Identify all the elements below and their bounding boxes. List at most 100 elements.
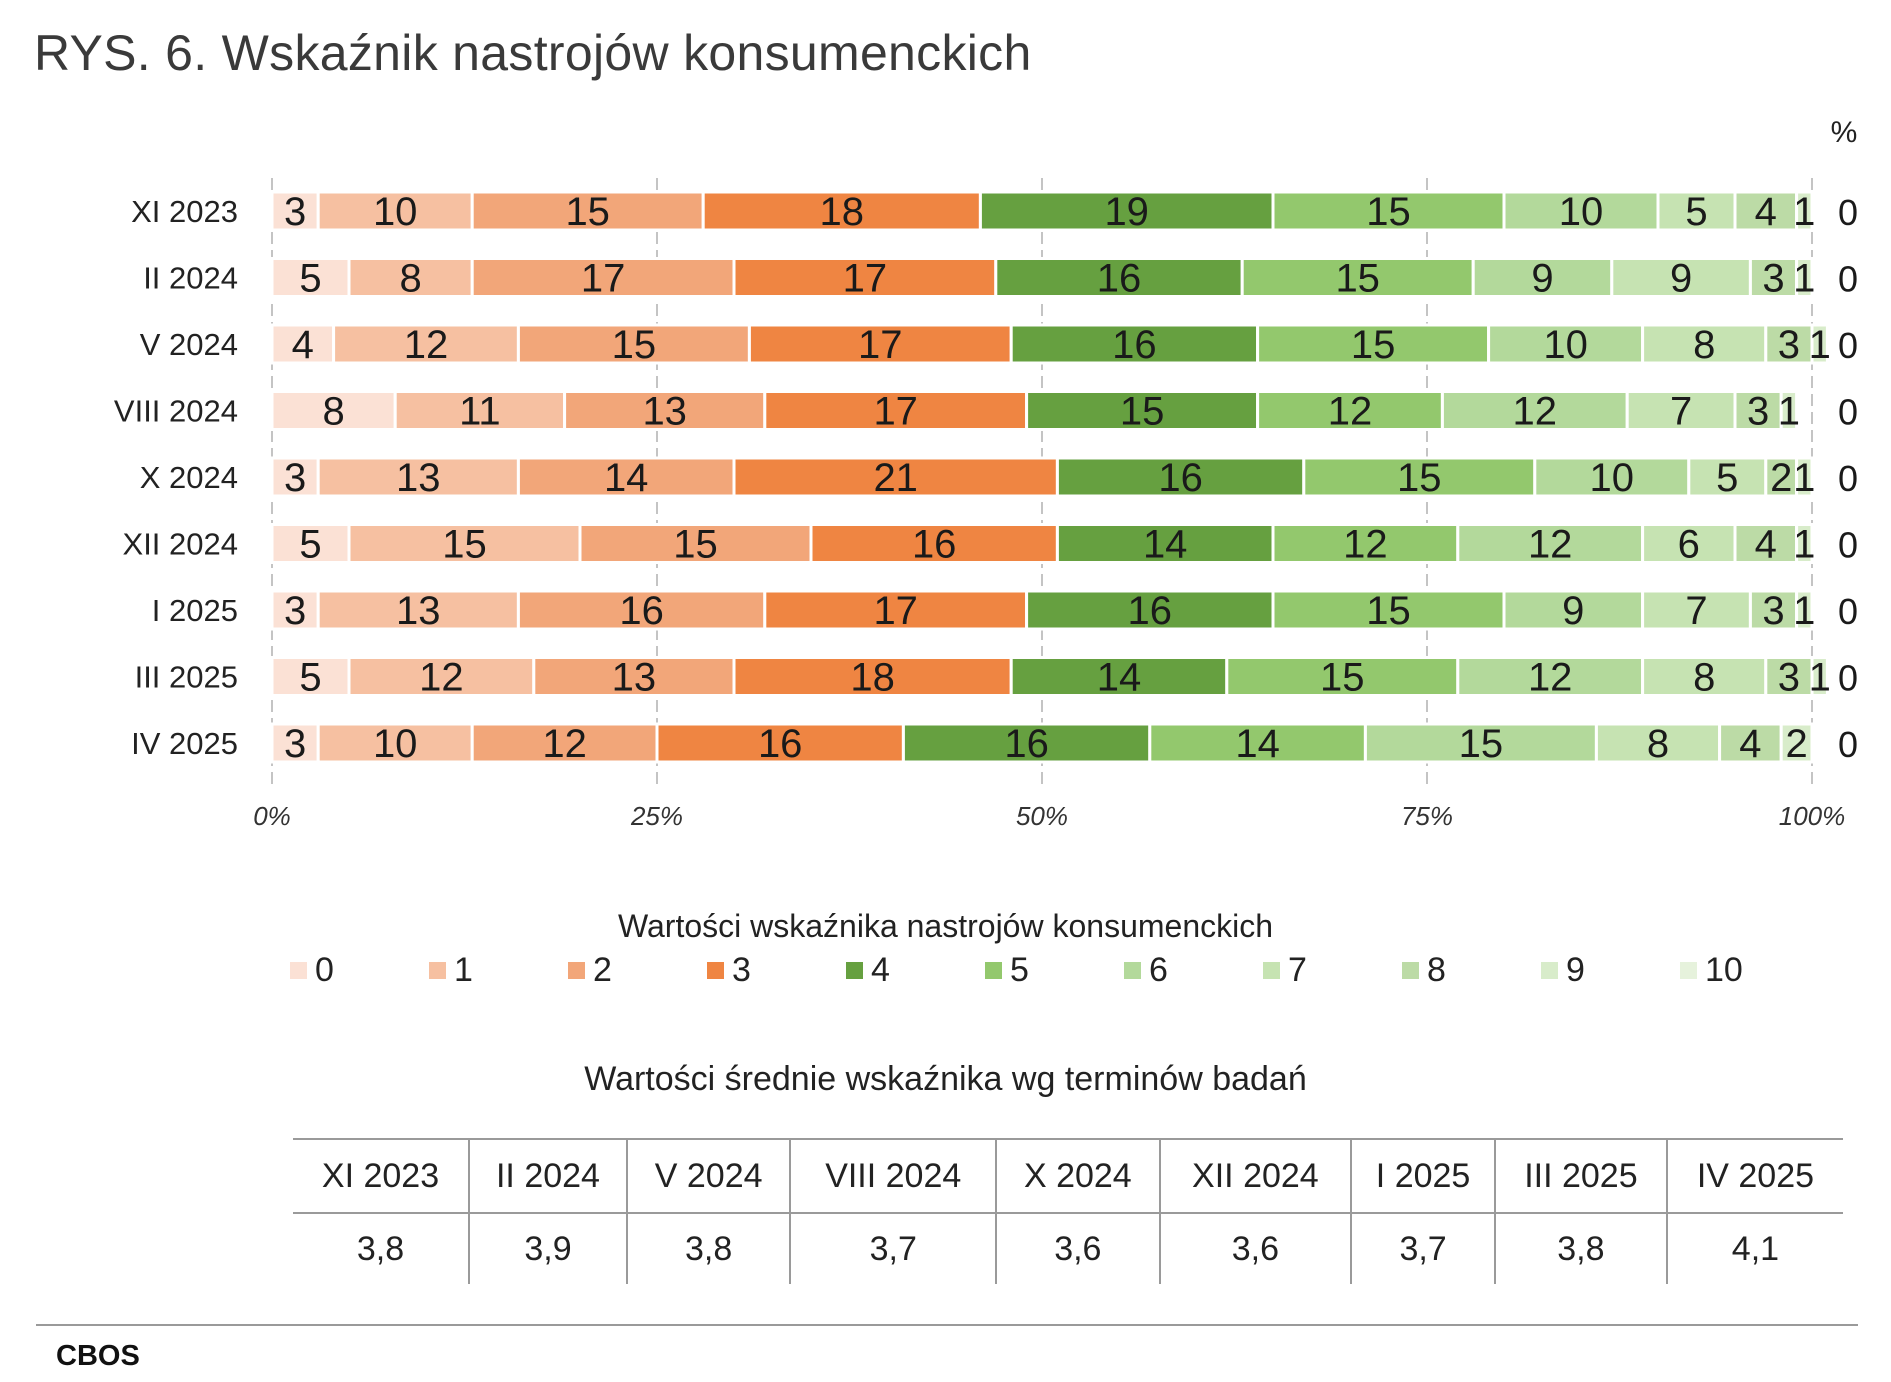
table-value-cell: 3,8 bbox=[625, 1213, 791, 1284]
bar-segment-4 bbox=[1025, 390, 1260, 431]
legend-label: 5 bbox=[1010, 950, 1029, 989]
bar-segment-9 bbox=[1795, 257, 1814, 298]
legend-item-6: 6 bbox=[1124, 950, 1168, 990]
bar-segment-7 bbox=[1687, 456, 1768, 498]
data-label: 5 bbox=[299, 257, 321, 301]
legend-label: 3 bbox=[732, 950, 751, 989]
bar-segment-2 bbox=[470, 257, 736, 298]
bar-segment-9 bbox=[1795, 589, 1814, 631]
data-label: 21 bbox=[873, 456, 918, 500]
table-value-cell: 3,7 bbox=[789, 1213, 997, 1284]
category-label: III 2025 bbox=[135, 660, 238, 695]
legend-label: 2 bbox=[593, 950, 612, 989]
data-label: 7 bbox=[1670, 390, 1692, 434]
data-label: 15 bbox=[1335, 257, 1380, 301]
legend-label: 4 bbox=[871, 950, 890, 989]
data-label: 12 bbox=[1343, 523, 1388, 567]
data-label: 1 bbox=[1793, 589, 1815, 633]
data-label: 17 bbox=[873, 589, 918, 633]
data-label: 16 bbox=[912, 523, 957, 567]
legend-swatch bbox=[1541, 961, 1558, 979]
category-label: V 2024 bbox=[140, 327, 238, 362]
data-label: 2 bbox=[1785, 722, 1807, 766]
bar-segment-6 bbox=[1456, 656, 1645, 697]
data-label: 12 bbox=[1528, 656, 1573, 700]
category-label: XII 2024 bbox=[123, 527, 238, 562]
bar-segment-1 bbox=[332, 323, 520, 365]
legend-item-3: 3 bbox=[707, 950, 751, 990]
x-tick-label: 0% bbox=[253, 801, 291, 831]
data-label: 16 bbox=[1004, 722, 1049, 766]
data-label: 1 bbox=[1809, 323, 1831, 367]
bar-segment-5 bbox=[1302, 456, 1537, 498]
data-label: 15 bbox=[1320, 656, 1365, 700]
legend-label: 6 bbox=[1149, 950, 1168, 989]
data-label: 1 bbox=[1793, 257, 1815, 301]
legend-item-1: 1 bbox=[429, 950, 473, 990]
data-label: 15 bbox=[673, 523, 718, 567]
legend-swatch bbox=[568, 961, 585, 979]
data-label: 13 bbox=[642, 390, 687, 434]
table-header-cell: IV 2025 bbox=[1665, 1138, 1843, 1214]
bar-segment-9 bbox=[1795, 190, 1814, 232]
data-label: 3 bbox=[1762, 589, 1784, 633]
data-label: 16 bbox=[1097, 257, 1142, 301]
bar-segment-0 bbox=[270, 589, 320, 631]
bar-segment-3 bbox=[732, 456, 1059, 498]
table-value-cell: 3,9 bbox=[468, 1213, 627, 1284]
data-label: 12 bbox=[404, 323, 449, 367]
data-label: 16 bbox=[619, 589, 664, 633]
table-header-cell: V 2024 bbox=[625, 1138, 791, 1214]
data-label: 18 bbox=[820, 190, 865, 234]
data-label: 15 bbox=[1366, 589, 1411, 633]
table-value-cell: 3,8 bbox=[356, 1229, 405, 1268]
data-label: 18 bbox=[850, 656, 895, 700]
bar-segment-5 bbox=[1256, 390, 1444, 431]
legend-label: 0 bbox=[315, 950, 334, 989]
data-label: 12 bbox=[1513, 390, 1558, 434]
x-tick-label: 75% bbox=[1401, 801, 1453, 831]
bar-segment-0 bbox=[270, 456, 320, 498]
bar-segment-1 bbox=[316, 589, 520, 631]
bar-segment-3 bbox=[732, 257, 998, 298]
bar-segment-5 bbox=[1271, 589, 1506, 631]
data-label: 14 bbox=[1097, 656, 1142, 700]
bar-segment-5 bbox=[1271, 190, 1506, 232]
category-label: II 2024 bbox=[143, 261, 238, 296]
legend-item-4: 4 bbox=[846, 950, 890, 990]
end-value-label: 0 bbox=[1838, 525, 1858, 566]
bar-segment-8 bbox=[1748, 589, 1799, 631]
data-label: 15 bbox=[612, 323, 657, 367]
legend-item-7: 7 bbox=[1263, 950, 1307, 990]
bar-segment-6 bbox=[1502, 190, 1660, 232]
legend-item-5: 5 bbox=[985, 950, 1029, 990]
data-label: 17 bbox=[873, 390, 918, 434]
stacked-bar-chart: 0% 25% 50% 75% 100%XI 2023 3 10 15 18 19 15 10 5 4 1 0I… bbox=[114, 116, 1858, 831]
bar-segment-3 bbox=[763, 589, 1029, 631]
bar-segment-6 bbox=[1471, 257, 1614, 298]
bar-segment-8 bbox=[1733, 190, 1799, 232]
legend-swatch bbox=[290, 961, 307, 979]
data-label: 8 bbox=[1693, 656, 1715, 700]
data-label: 12 bbox=[419, 656, 464, 700]
data-label: 2 bbox=[1770, 456, 1792, 500]
data-label: 13 bbox=[396, 589, 441, 633]
data-label: 16 bbox=[1158, 456, 1203, 500]
bar-segment-9 bbox=[1779, 722, 1814, 764]
legend-label: 1 bbox=[454, 950, 473, 989]
data-label: 8 bbox=[1647, 722, 1669, 766]
bar-segment-2 bbox=[532, 656, 736, 697]
data-label: 12 bbox=[542, 722, 587, 766]
data-label: 5 bbox=[1685, 190, 1707, 234]
data-label: 5 bbox=[299, 656, 321, 700]
bar-segment-7 bbox=[1641, 523, 1737, 564]
bar-segment-2 bbox=[578, 523, 813, 564]
data-label: 10 bbox=[373, 190, 418, 234]
table-header-cell: XII 2024 bbox=[1158, 1138, 1352, 1214]
legend-swatch bbox=[985, 961, 1002, 979]
bar-segment-5 bbox=[1240, 257, 1475, 298]
bar-segment-9 bbox=[1810, 656, 1829, 697]
legend-swatch bbox=[846, 961, 863, 979]
end-value-label: 0 bbox=[1838, 392, 1858, 433]
bar-segment-8 bbox=[1764, 656, 1814, 697]
